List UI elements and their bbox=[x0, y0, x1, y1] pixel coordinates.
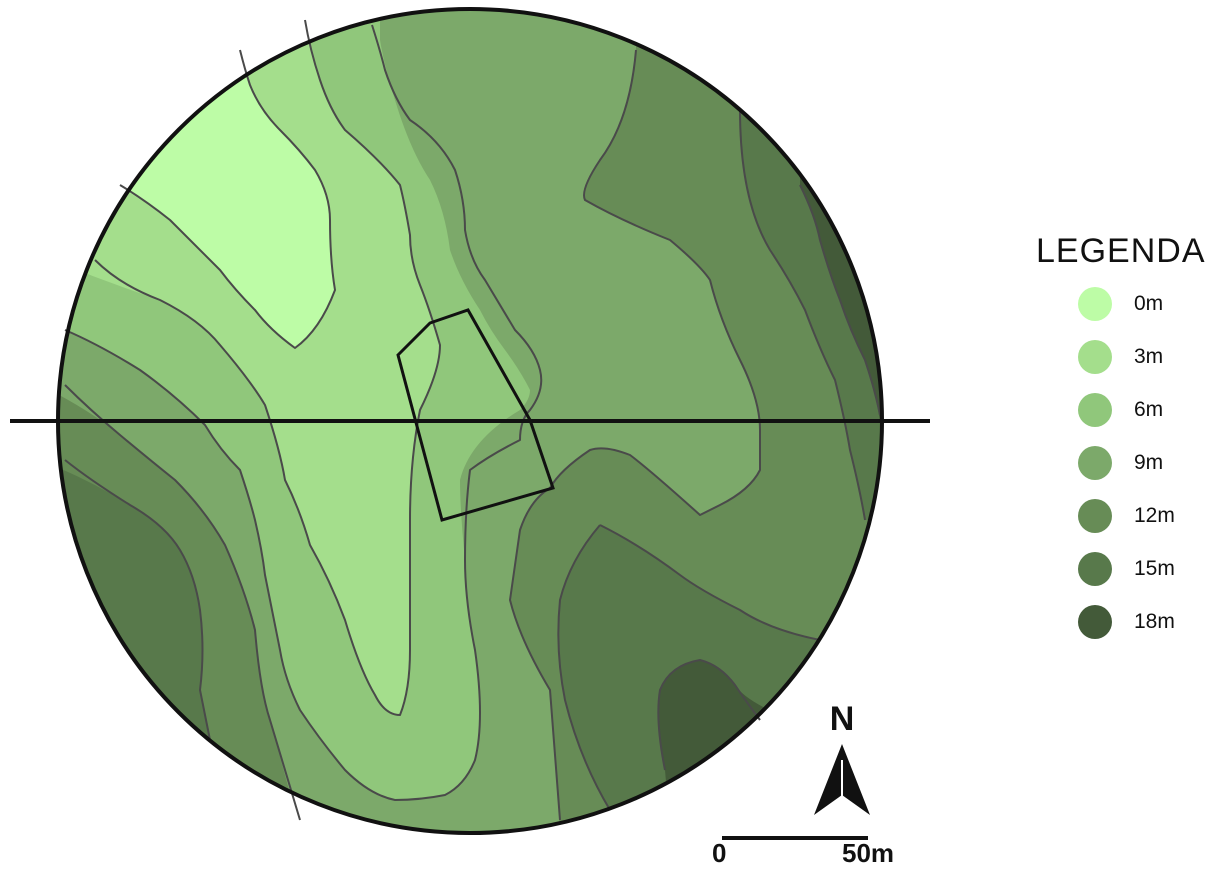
legend-item: 18m bbox=[1078, 595, 1226, 648]
legend-item: 9m bbox=[1078, 436, 1226, 489]
north-label: N bbox=[829, 700, 855, 738]
legend-swatch bbox=[1078, 392, 1112, 427]
legend-item: 3m bbox=[1078, 330, 1226, 383]
legend-label: 9m bbox=[1134, 450, 1164, 474]
contour-15m-southeast bbox=[657, 659, 761, 771]
contour-6m bbox=[64, 24, 543, 801]
legend: LEGENDA 0m 3m 6m 9m 12m 15m 18m bbox=[1036, 232, 1226, 648]
legend-item: 15m bbox=[1078, 542, 1226, 595]
legend-swatch bbox=[1078, 286, 1112, 321]
legend-label: 15m bbox=[1134, 556, 1175, 580]
legend-label: 6m bbox=[1134, 397, 1164, 421]
legend-title: LEGENDA bbox=[1036, 232, 1206, 270]
north-arrow-icon bbox=[814, 744, 870, 815]
legend-list: 0m 3m 6m 9m 12m 15m 18m bbox=[1036, 277, 1226, 648]
legend-item: 12m bbox=[1078, 489, 1226, 542]
contour-12m-southeast bbox=[557, 524, 821, 811]
legend-label: 3m bbox=[1134, 344, 1164, 368]
scale-end-label: 50m bbox=[842, 838, 895, 868]
legend-label: 12m bbox=[1134, 503, 1175, 527]
legend-swatch bbox=[1078, 445, 1112, 480]
legend-swatch bbox=[1078, 339, 1112, 374]
legend-swatch bbox=[1078, 551, 1112, 586]
legend-label: 18m bbox=[1134, 609, 1175, 633]
elevation-zones bbox=[58, 9, 882, 833]
legend-item: 6m bbox=[1078, 383, 1226, 436]
site-boundary bbox=[56, 7, 884, 835]
contour-12m-southwest bbox=[64, 459, 211, 741]
contour-0m bbox=[119, 49, 336, 349]
legend-swatch bbox=[1078, 604, 1112, 639]
contour-12m-east bbox=[739, 109, 866, 521]
legend-label: 0m bbox=[1134, 291, 1164, 315]
legend-item: 0m bbox=[1078, 277, 1226, 330]
contour-9m-southwest bbox=[64, 384, 301, 821]
contour-3m bbox=[94, 19, 441, 716]
scale-start-label: 0 bbox=[712, 838, 727, 868]
legend-swatch bbox=[1078, 498, 1112, 533]
contour-15m-east bbox=[799, 184, 881, 416]
